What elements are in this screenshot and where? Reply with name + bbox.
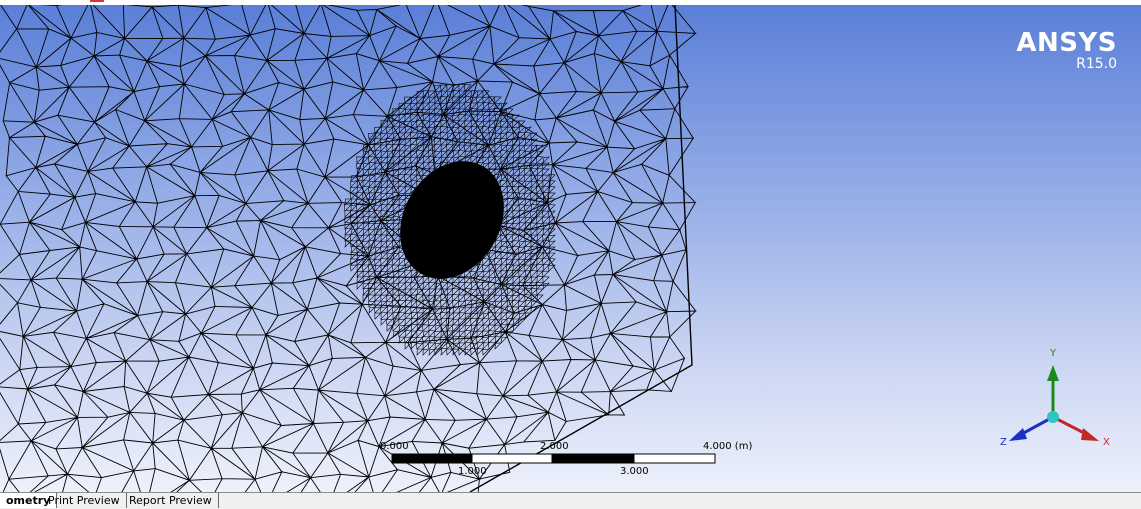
top-strip [0, 0, 1141, 5]
triad-center [1047, 411, 1059, 423]
brand-name: ANSYS [1016, 28, 1117, 58]
x-axis-label: X [1103, 437, 1110, 448]
ansys-logo: ANSYS R15.0 [1016, 29, 1117, 71]
scale-segment-2 [471, 453, 553, 464]
scale-segment-3 [552, 454, 634, 463]
scale-bar: 0.000 2.000 4.000 (m) 1.000 3.000 [380, 437, 752, 482]
scale-bar-graphic [391, 453, 716, 464]
tab-report-preview[interactable]: Report Preview [123, 493, 219, 508]
mesh-refined-region [343, 83, 556, 356]
scale-label-1: 1.000 [458, 466, 487, 477]
mesh-wireframe [0, 5, 697, 492]
top-strip-mark [90, 0, 104, 2]
mesh-dense-core [400, 161, 504, 279]
axis-triad[interactable]: Y X Z [995, 345, 1120, 455]
scale-bar-outline [391, 453, 716, 464]
graphics-viewport[interactable]: ANSYS R15.0 0.000 2.000 4.000 (m) 1.000 … [0, 5, 1141, 492]
scale-label-2: 2.000 [540, 441, 569, 452]
tab-print-preview[interactable]: Print Preview [42, 493, 127, 508]
brand-version: R15.0 [1076, 56, 1117, 72]
y-axis-label: Y [1050, 348, 1057, 359]
tab-geometry[interactable]: ometry [0, 493, 58, 508]
axis-triad-graphic [1009, 365, 1099, 441]
z-axis-arrow [1009, 428, 1027, 441]
y-axis-arrow [1047, 365, 1059, 381]
z-axis-label: Z [1000, 437, 1007, 448]
body-edge [469, 5, 693, 492]
scale-label-3: 3.000 [620, 466, 649, 477]
scale-label-0: 0.000 [380, 441, 409, 452]
view-tab-bar: ometry Print Preview Report Preview [0, 492, 1141, 509]
mesh-coarse-region [0, 5, 697, 492]
x-axis-line [1052, 415, 1089, 437]
scale-segment-4 [633, 453, 716, 464]
x-axis-arrow [1081, 428, 1099, 441]
scale-label-4: 4.000 (m) [703, 441, 753, 452]
z-axis-line [1019, 415, 1054, 437]
scale-segment-1 [392, 454, 472, 463]
